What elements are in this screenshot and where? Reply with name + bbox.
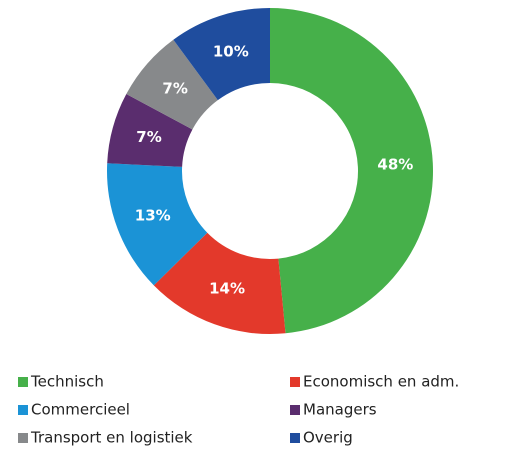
data-label: 7%	[162, 79, 187, 97]
slice	[173, 8, 270, 101]
legend-swatch	[18, 377, 28, 387]
data-label: 7%	[136, 128, 161, 146]
legend-label: Technisch	[30, 373, 104, 391]
legend-swatch	[290, 405, 300, 415]
legend-label: Transport en logistiek	[30, 429, 193, 447]
legend-label: Managers	[303, 401, 377, 419]
legend-swatch	[290, 377, 300, 387]
legend-swatch	[290, 433, 300, 443]
data-label: 14%	[209, 279, 245, 297]
slice	[126, 39, 218, 130]
data-label: 48%	[377, 156, 413, 174]
legend-swatch	[18, 433, 28, 443]
slice	[270, 8, 433, 334]
slice	[153, 232, 286, 334]
legend-label: Commercieel	[31, 401, 130, 419]
data-label: 13%	[135, 206, 171, 224]
data-label: 10%	[213, 42, 249, 60]
legend-swatch	[18, 405, 28, 415]
legend-label: Overig	[303, 429, 353, 447]
legend-label: Economisch en adm.	[303, 373, 459, 391]
slice	[107, 94, 193, 167]
slice	[107, 163, 208, 286]
